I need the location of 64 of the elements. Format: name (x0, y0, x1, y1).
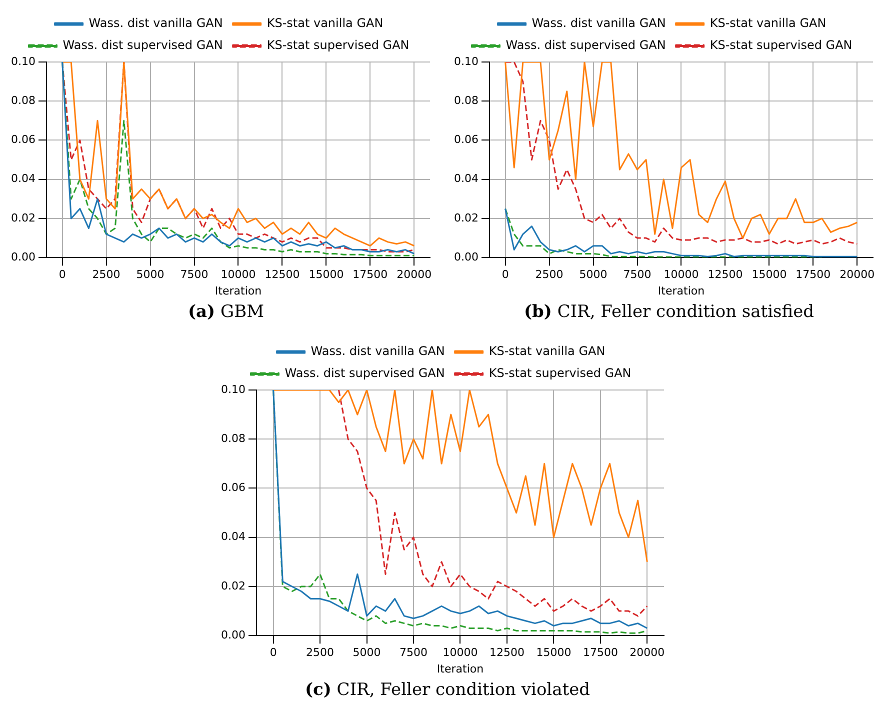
legend-label: Wass. dist vanilla GAN (532, 16, 666, 30)
y-tick-label: 0.06 (454, 133, 478, 146)
y-tick-label: 0.10 (220, 382, 245, 396)
legend-label: KS-stat supervised GAN (266, 38, 410, 52)
x-axis-title: Iteration (436, 662, 484, 676)
y-tick-label: 0.00 (454, 250, 478, 264)
x-tick-label: 12500 (708, 268, 743, 282)
x-tick-label: 20000 (396, 268, 432, 282)
x-tick-label: 5000 (579, 268, 608, 282)
y-tick-label: 0.02 (10, 211, 36, 224)
x-tick-label: 15000 (308, 268, 344, 282)
x-axis-title: Iteration (658, 284, 705, 298)
y-tick-label: 0.08 (220, 432, 245, 445)
text: (c) CIR, Feller condition violated (304, 680, 590, 700)
legend-label: Wass. dist vanilla GAN (310, 344, 444, 358)
x-tick-label: 10000 (664, 268, 699, 282)
x-tick-label: 12500 (488, 646, 524, 660)
y-tick-label: 0.06 (10, 133, 36, 146)
y-tick-label: 0.02 (220, 579, 245, 592)
legend-label: Wass. dist vanilla GAN (88, 16, 223, 30)
y-tick-label: 0.00 (10, 250, 36, 264)
x-tick-label: 2500 (92, 268, 120, 282)
x-tick-label: 20000 (840, 268, 875, 282)
x-tick-label: 7500 (623, 268, 652, 282)
y-tick-label: 0.08 (454, 94, 478, 107)
x-tick-label: 10000 (220, 268, 256, 282)
x-tick-label: 12500 (264, 268, 300, 282)
x-tick-label: 0 (58, 268, 66, 282)
y-tick-label: 0.04 (454, 172, 478, 186)
y-tick-label: 0.06 (220, 481, 245, 494)
x-tick-label: 2500 (535, 268, 564, 282)
legend-label: KS-stat vanilla GAN (488, 344, 605, 358)
text: (b) CIR, Feller condition satisfied (524, 302, 814, 322)
legend-label: Wass. dist supervised GAN (62, 38, 223, 52)
x-tick-label: 15000 (752, 268, 787, 282)
legend-label: KS-stat vanilla GAN (266, 16, 384, 30)
x-tick-label: 7500 (180, 268, 208, 282)
x-tick-label: 7500 (399, 646, 428, 660)
legend-label: KS-stat supervised GAN (488, 366, 631, 380)
x-tick-label: 17500 (352, 268, 388, 282)
legend-label: KS-stat supervised GAN (710, 38, 852, 52)
x-tick-label: 0 (502, 268, 509, 282)
y-tick-label: 0.02 (454, 211, 478, 224)
x-tick-label: 15000 (536, 646, 571, 660)
x-tick-label: 5000 (352, 646, 380, 660)
x-axis-title: Iteration (214, 284, 262, 298)
text: (a) GBM (188, 302, 264, 322)
legend-label: Wass. dist supervised GAN (284, 366, 444, 380)
x-tick-label: 20000 (629, 646, 664, 660)
y-tick-label: 0.00 (220, 628, 245, 642)
x-tick-label: 17500 (796, 268, 831, 282)
legend-label: Wass. dist supervised GAN (506, 38, 666, 52)
x-tick-label: 5000 (136, 268, 164, 282)
x-tick-label: 0 (269, 646, 276, 660)
y-tick-label: 0.10 (10, 54, 36, 68)
line-series (337, 390, 648, 617)
x-tick-label: 2500 (306, 646, 334, 660)
x-tick-label: 17500 (582, 646, 618, 660)
y-tick-label: 0.10 (454, 54, 478, 68)
legend-label: KS-stat vanilla GAN (710, 16, 826, 30)
y-tick-label: 0.04 (220, 530, 245, 544)
x-tick-label: 10000 (442, 646, 478, 660)
y-tick-label: 0.04 (10, 172, 36, 186)
y-tick-label: 0.08 (10, 94, 36, 107)
